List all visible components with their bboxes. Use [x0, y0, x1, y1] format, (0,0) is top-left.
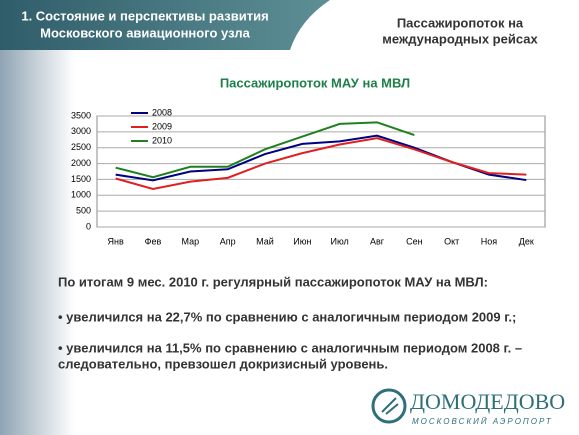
x-tick-label: Авг	[370, 236, 385, 246]
chart-title: Пассажиропоток МАУ на МВЛ	[220, 75, 410, 90]
logo-ring	[371, 388, 407, 424]
y-tick-label: 3500	[71, 110, 91, 120]
y-tick-label: 1000	[71, 190, 91, 200]
legend-label: 2010	[152, 135, 172, 145]
body-text: • увеличился на 22,7% по сравнению с ана…	[58, 309, 516, 324]
series-line	[115, 137, 527, 190]
header-title: 1. Состояние и перспективы развития	[21, 8, 268, 23]
x-tick-label: Окт	[444, 236, 459, 246]
x-tick-label: Апр	[220, 236, 236, 246]
legend-label: 2009	[152, 121, 172, 131]
chart: 0 500 1000 1500 2000 2500 3000 3500 Янв Фев Мар Апр…	[71, 107, 546, 246]
y-tick-label: 1500	[71, 174, 91, 184]
body-text: • увеличился на 11,5% по сравнению с ана…	[58, 340, 522, 355]
logo-name: ДОМОДЕДОВО	[410, 389, 565, 414]
side-clouds	[0, 0, 75, 435]
x-tick-label: Фев	[145, 236, 162, 246]
y-tick-label: 2000	[71, 158, 91, 168]
body-text: По итогам 9 мес. 2010 г. регулярный пасс…	[58, 274, 488, 289]
x-tick-label: Ноя	[481, 236, 498, 246]
body-text: следовательно, превзошел докризисный уро…	[58, 356, 388, 371]
y-tick-label: 0	[86, 221, 91, 231]
y-tick-label: 2500	[71, 142, 91, 152]
header-subtitle: Пассажиропоток на	[397, 15, 524, 30]
x-tick-label: Май	[256, 236, 274, 246]
y-tick-label: 500	[76, 206, 91, 216]
x-tick-label: Дек	[519, 236, 534, 246]
logo: ДОМОДЕДОВО МОСКОВСКИЙ АЭРОПОРТ	[371, 388, 565, 426]
header-subtitle: международных рейсах	[382, 31, 538, 46]
logo-plane	[381, 397, 399, 415]
legend-label: 2008	[152, 107, 172, 117]
plot-area	[96, 115, 546, 228]
y-tick-label: 3000	[71, 126, 91, 136]
x-tick-label: Июн	[293, 236, 311, 246]
header-title: Московского авиационного узла	[40, 25, 250, 40]
x-tick-label: Сен	[406, 236, 423, 246]
x-tick-label: Мар	[182, 236, 200, 246]
x-tick-label: Июл	[331, 236, 349, 246]
header-box	[0, 0, 330, 50]
x-tick-label: Янв	[108, 236, 124, 246]
logo-tagline: МОСКОВСКИЙ АЭРОПОРТ	[412, 417, 553, 426]
series-line	[115, 121, 415, 179]
